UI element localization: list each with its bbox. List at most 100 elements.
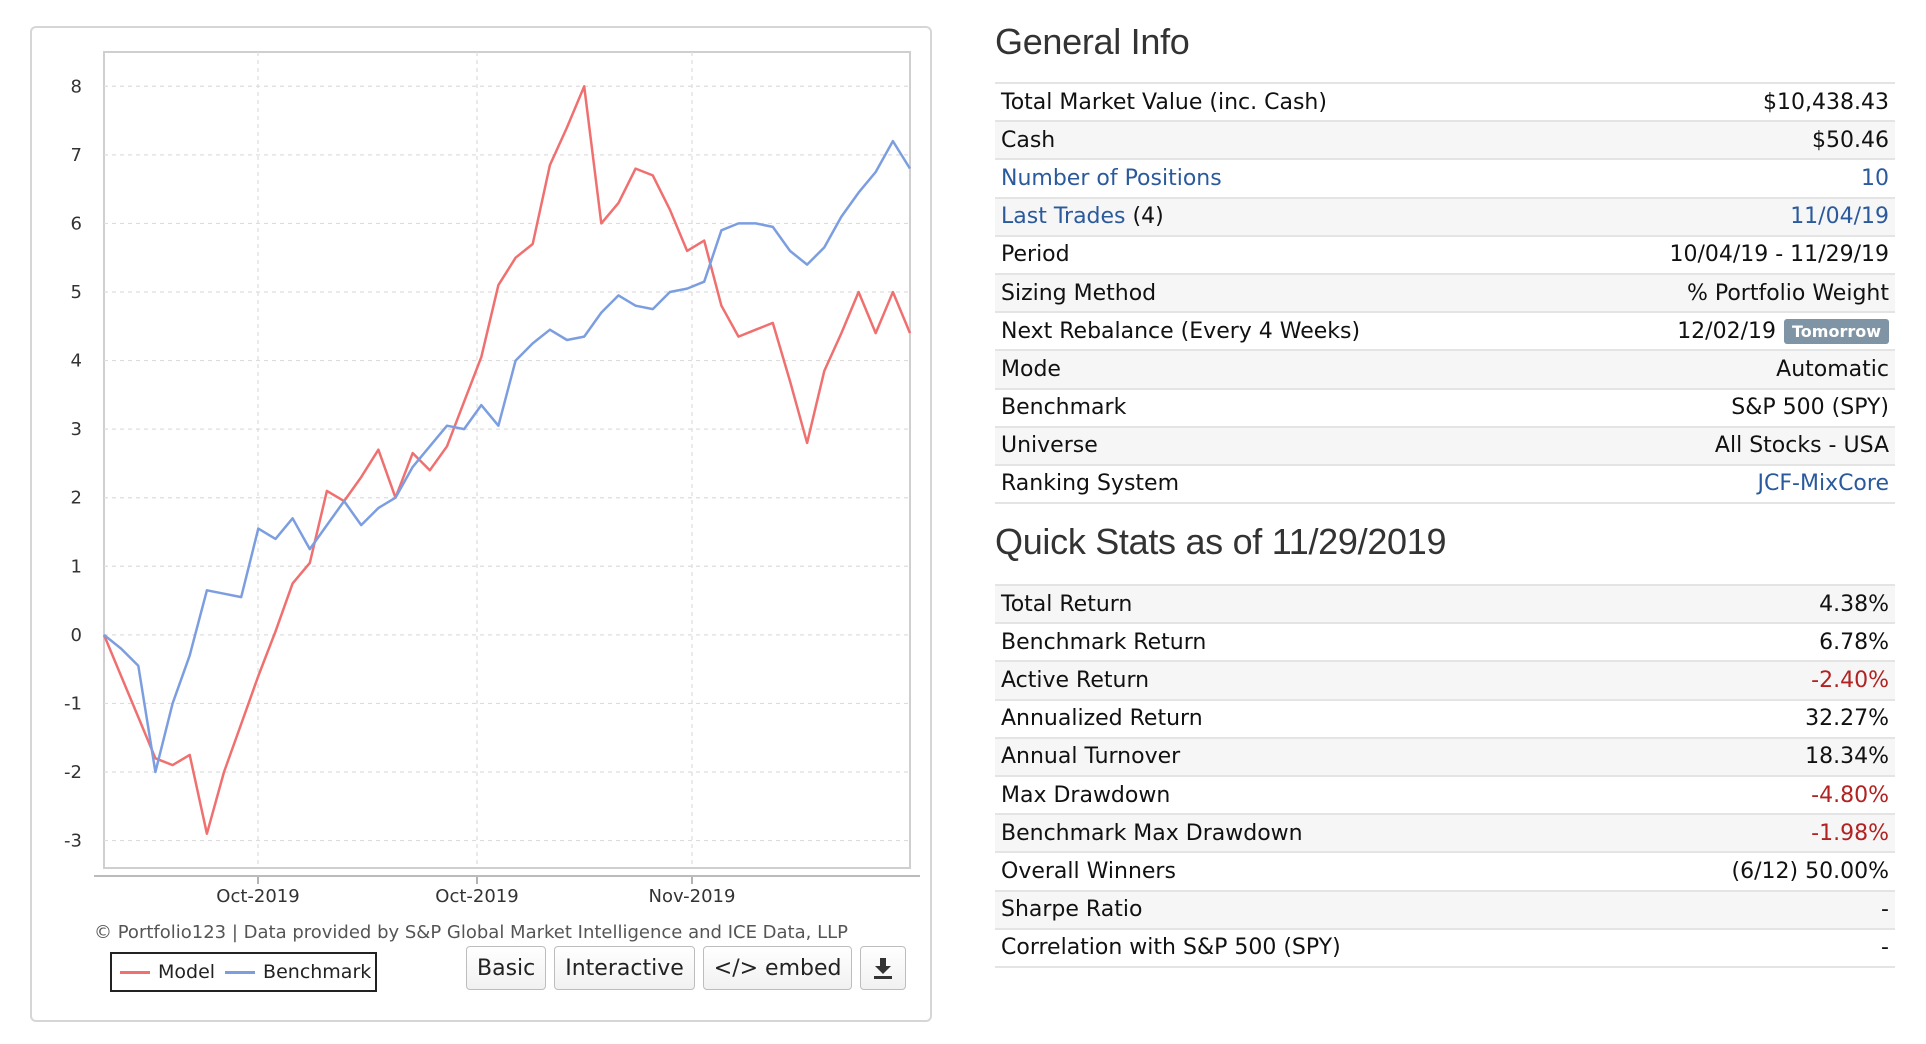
row-period: Period 10/04/19 - 11/29/19 [995, 237, 1895, 275]
row-label: Benchmark Max Drawdown [1001, 820, 1303, 846]
y-tick-label: 5 [71, 282, 82, 303]
row-label: Mode [1001, 356, 1061, 382]
chart-legend: Model Benchmark [110, 952, 378, 992]
number-of-positions-link[interactable]: Number of Positions [1001, 165, 1222, 191]
chart-toolbar: Basic Interactive </> embed [466, 946, 907, 990]
series-line-benchmark[interactable] [103, 139, 912, 774]
row-label: Annual Turnover [1001, 744, 1181, 770]
plot-frame [103, 51, 911, 869]
legend-label-benchmark: Benchmark [263, 961, 372, 983]
row-sizing-method: Sizing Method % Portfolio Weight [995, 274, 1895, 314]
series-layer [102, 85, 912, 835]
row-sharpe-ratio: Sharpe Ratio - [995, 891, 1895, 930]
row-label: Benchmark Return [1001, 629, 1207, 655]
interactive-button[interactable]: Interactive [554, 946, 695, 990]
legend-swatch-benchmark [225, 970, 256, 974]
row-value: (6/12) 50.00% [1731, 858, 1889, 884]
row-value: S&P 500 (SPY) [1731, 395, 1889, 421]
row-label: Sharpe Ratio [1001, 897, 1143, 923]
row-label: Cash [1001, 127, 1056, 153]
row-label: Total Return [1001, 591, 1133, 617]
row-ranking-system: Ranking System JCF-MixCore [995, 466, 1895, 505]
x-tick-label: Nov-2019 [649, 886, 736, 907]
y-tick-label: -3 [64, 831, 82, 852]
x-tick-label: Oct-2019 [435, 886, 518, 907]
row-value-group: 12/02/19 Tomorrow [1677, 318, 1889, 344]
x-tick-label: Oct-2019 [216, 886, 299, 907]
legend-item-benchmark[interactable]: Benchmark [225, 961, 371, 983]
row-benchmark-return: Benchmark Return 6.78% [995, 624, 1895, 663]
y-tick-label: 1 [71, 556, 82, 577]
tomorrow-badge: Tomorrow [1784, 318, 1889, 344]
number-of-positions-value-link[interactable]: 10 [1861, 165, 1889, 191]
grid-layer [103, 51, 911, 869]
chart-credit: © Portfolio123 | Data provided by S&P Gl… [94, 922, 848, 943]
row-next-rebalance: Next Rebalance (Every 4 Weeks) 12/02/19 … [995, 313, 1895, 352]
row-total-return: Total Return 4.38% [995, 586, 1895, 625]
series-line-model[interactable] [102, 85, 912, 835]
row-label: Overall Winners [1001, 858, 1176, 884]
legend-label-model: Model [158, 961, 216, 983]
chart-panel: 8 7 6 5 4 3 2 1 0 -1 -2 -3 Oct-2019 Oct-2019 Nov-2019 … [30, 26, 932, 1022]
row-value: -1.98% [1811, 820, 1889, 846]
row-label: Correlation with S&P 500 (SPY) [1001, 935, 1341, 961]
row-value: 32.27% [1805, 706, 1889, 732]
row-value: 10/04/19 - 11/29/19 [1669, 242, 1889, 268]
info-panel: General Info Total Market Value (inc. Ca… [995, 18, 1895, 968]
row-correlation: Correlation with S&P 500 (SPY) - [995, 930, 1895, 968]
last-trades-date-link[interactable]: 11/04/19 [1790, 204, 1889, 230]
y-tick-label: 4 [71, 351, 82, 372]
row-label: Annualized Return [1001, 706, 1203, 732]
row-total-market-value: Total Market Value (inc. Cash) $10,438.4… [995, 84, 1895, 123]
y-tick-label: 6 [71, 213, 82, 234]
download-button[interactable] [860, 946, 907, 990]
row-label: Total Market Value (inc. Cash) [1001, 89, 1327, 115]
row-mode: Mode Automatic [995, 351, 1895, 390]
quick-stats-title: Quick Stats as of 11/29/2019 [995, 521, 1447, 563]
row-cash: Cash $50.46 [995, 122, 1895, 161]
row-label: Period [1001, 242, 1070, 268]
row-value: 4.38% [1819, 591, 1889, 617]
row-benchmark: Benchmark S&P 500 (SPY) [995, 390, 1895, 428]
row-active-return: Active Return -2.40% [995, 662, 1895, 701]
y-tick-label: -1 [64, 693, 82, 714]
row-last-trades: Last Trades (4) 11/04/19 [995, 198, 1895, 237]
row-value: - [1881, 935, 1889, 961]
legend-swatch-model [120, 970, 150, 974]
next-rebalance-date: 12/02/19 [1677, 318, 1776, 344]
row-label: Sizing Method [1001, 280, 1157, 306]
quick-stats-table: Total Return 4.38% Benchmark Return 6.78… [995, 584, 1895, 968]
y-tick-label: 0 [71, 625, 82, 646]
download-icon [874, 958, 893, 979]
general-info-table: Total Market Value (inc. Cash) $10,438.4… [995, 82, 1895, 505]
axis-layer: 8 7 6 5 4 3 2 1 0 -1 -2 -3 Oct-2019 Oct-2019 Nov-2019 [64, 76, 920, 907]
row-value: All Stocks - USA [1714, 433, 1889, 459]
row-benchmark-max-drawdown: Benchmark Max Drawdown -1.98% [995, 815, 1895, 854]
row-value: Automatic [1776, 356, 1889, 382]
row-label: Ranking System [1001, 471, 1180, 497]
last-trades-count: (4) [1132, 204, 1164, 230]
row-value: $10,438.43 [1763, 89, 1889, 115]
row-label: Max Drawdown [1001, 782, 1171, 808]
y-tick-label: 2 [71, 488, 82, 509]
row-annualized-return: Annualized Return 32.27% [995, 701, 1895, 739]
row-value: 6.78% [1819, 629, 1889, 655]
ranking-system-link[interactable]: JCF-MixCore [1757, 471, 1889, 497]
legend-item-model[interactable]: Model [120, 961, 215, 983]
row-max-drawdown: Max Drawdown -4.80% [995, 777, 1895, 816]
row-label: Active Return [1001, 668, 1150, 694]
row-value: % Portfolio Weight [1686, 280, 1889, 306]
last-trades-link[interactable]: Last Trades [1001, 204, 1126, 230]
y-tick-label: -2 [64, 762, 82, 783]
y-tick-label: 7 [71, 145, 82, 166]
row-number-of-positions: Number of Positions 10 [995, 160, 1895, 199]
row-label: Benchmark [1001, 395, 1127, 421]
row-label: Universe [1001, 433, 1098, 459]
performance-chart: 8 7 6 5 4 3 2 1 0 -1 -2 -3 Oct-2019 Oct-2019 Nov-2019 [64, 51, 920, 907]
general-info-title: General Info [995, 21, 1190, 62]
embed-button[interactable]: </> embed [702, 946, 853, 990]
basic-button[interactable]: Basic [466, 946, 547, 990]
y-tick-label: 8 [71, 76, 82, 97]
row-overall-winners: Overall Winners (6/12) 50.00% [995, 853, 1895, 892]
y-tick-label: 3 [71, 419, 82, 440]
